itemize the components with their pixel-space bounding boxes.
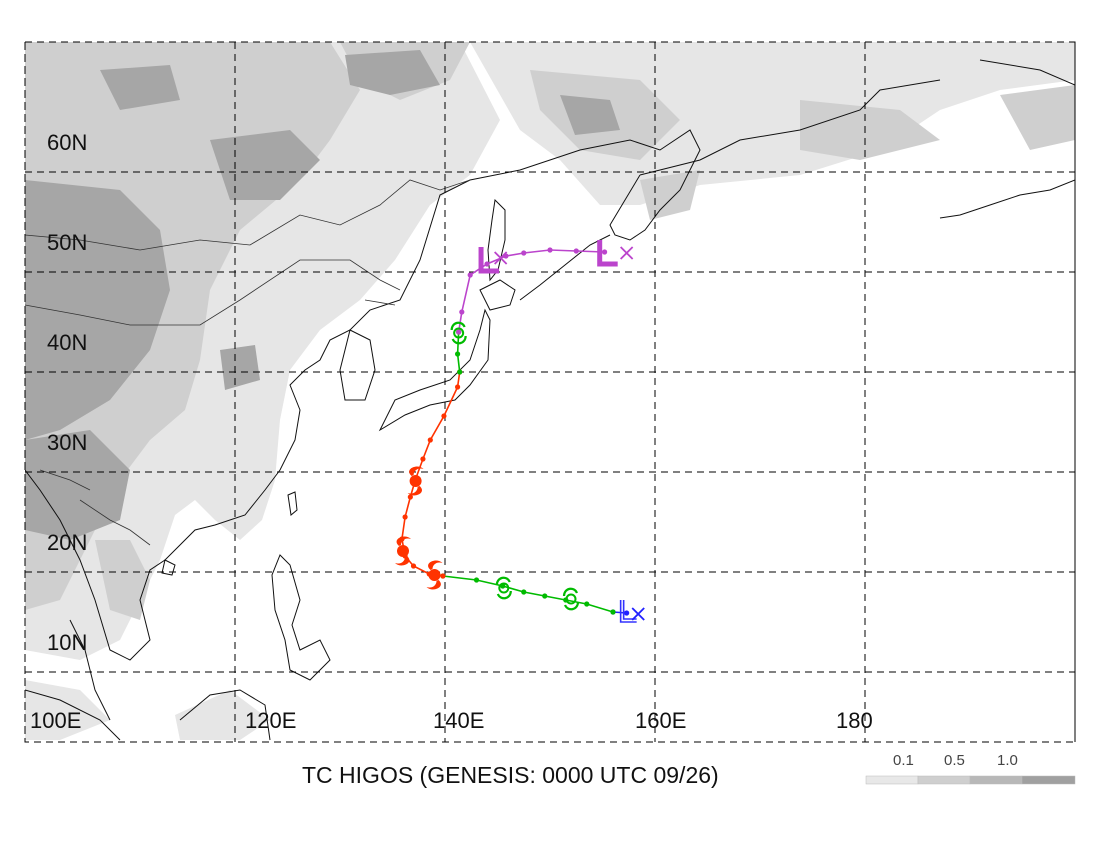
track-point — [457, 369, 463, 375]
lon-label-120e: 120E — [245, 708, 296, 733]
track-point — [521, 250, 527, 256]
lon-label-180: 180 — [836, 708, 873, 733]
track-point — [427, 437, 433, 443]
terrain-shading — [25, 42, 1075, 740]
track-point — [584, 601, 590, 607]
track-point — [459, 309, 465, 315]
legend-swatch-4 — [1021, 775, 1076, 785]
track-point — [456, 329, 462, 335]
track-point — [455, 384, 461, 390]
marker-extratropical — [597, 240, 618, 267]
lat-label-20n: 20N — [47, 530, 87, 555]
track-point — [441, 413, 447, 419]
track-point — [420, 456, 426, 462]
lat-label-30n: 30N — [47, 430, 87, 455]
storm-track — [399, 247, 630, 616]
legend-swatch-3 — [969, 775, 1023, 785]
terrain-high — [25, 50, 620, 540]
longitude-labels: 100E 120E 140E 160E 180 — [30, 708, 873, 733]
map-frame — [24, 41, 1076, 743]
marker-typhoon — [426, 560, 443, 590]
marker-tropical-storm — [495, 576, 512, 600]
track-point — [484, 261, 490, 267]
graticule — [24, 42, 1076, 742]
latitude-labels: 60N 50N 40N 30N 20N 10N — [47, 130, 87, 655]
lat-label-10n: 10N — [47, 630, 87, 655]
country-borders — [25, 179, 471, 546]
marker-extratropical — [478, 247, 500, 274]
terrain-legend: 0.1 0.5 1.0 — [865, 752, 1076, 785]
marker-typhoon — [407, 466, 424, 496]
track-point — [473, 577, 480, 583]
legend-label-0-5: 0.5 — [944, 752, 965, 769]
coastlines — [25, 59, 1075, 741]
lon-label-100e: 100E — [30, 708, 81, 733]
track-point — [547, 247, 553, 253]
track-point — [440, 573, 446, 579]
track-point — [455, 351, 461, 357]
lon-label-140e: 140E — [433, 708, 484, 733]
track-point — [467, 272, 473, 278]
track-point — [610, 609, 616, 615]
marker-tropical-storm — [450, 321, 467, 345]
cross-marker — [620, 246, 634, 260]
track-point — [624, 610, 630, 616]
legend-swatch-1 — [865, 775, 919, 785]
stage-markers — [395, 240, 645, 623]
map-caption: TC HIGOS (GENESIS: 0000 UTC 09/26) — [302, 762, 719, 788]
cross-marker — [494, 251, 508, 265]
legend-label-1-0: 1.0 — [997, 752, 1018, 769]
track-point — [407, 494, 413, 500]
track-point — [542, 593, 548, 599]
lat-label-40n: 40N — [47, 330, 87, 355]
track-point — [573, 248, 579, 254]
legend-swatch-2 — [917, 775, 971, 785]
legend-label-0-1: 0.1 — [893, 752, 914, 769]
track-point — [602, 249, 608, 255]
lat-label-50n: 50N — [47, 230, 87, 255]
lat-label-60n: 60N — [47, 130, 87, 155]
marker-tropical-storm — [562, 587, 580, 611]
track-segment-tropical-storm — [442, 575, 614, 613]
track-point — [521, 589, 527, 595]
cross-marker — [631, 607, 645, 621]
track-point — [410, 563, 417, 569]
marker-typhoon — [395, 536, 411, 566]
lon-label-160e: 160E — [635, 708, 686, 733]
track-point — [402, 514, 408, 520]
